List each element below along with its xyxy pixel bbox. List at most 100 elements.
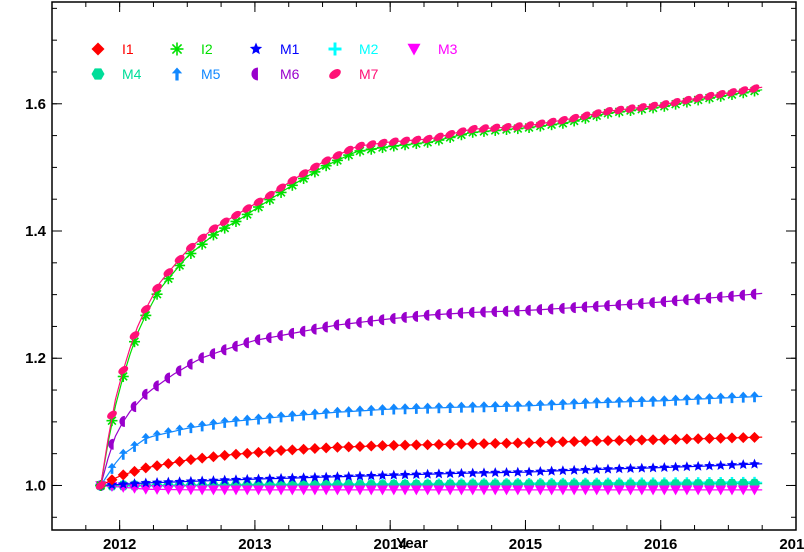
data-point [636, 103, 647, 112]
data-point [377, 138, 388, 148]
data-point [140, 304, 151, 314]
data-point [322, 321, 328, 333]
data-point [568, 435, 580, 447]
data-point [174, 455, 186, 467]
data-point [501, 437, 513, 449]
data-point [703, 485, 715, 496]
data-point [502, 305, 509, 317]
data-point [489, 437, 501, 449]
data-point [524, 400, 534, 412]
data-point [423, 402, 433, 414]
data-point [207, 485, 219, 496]
data-point [400, 403, 410, 415]
legend-label: M4 [122, 66, 142, 82]
legend-label: I1 [122, 41, 134, 57]
data-point [366, 140, 377, 149]
data-point [107, 462, 117, 474]
x-axis-title: Year [396, 535, 428, 552]
data-point [480, 306, 486, 318]
data-point [546, 465, 557, 476]
data-point [456, 467, 467, 478]
data-point [311, 323, 317, 335]
legend-label: I2 [201, 41, 213, 57]
data-point [388, 485, 400, 496]
data-point [106, 474, 118, 486]
data-point [287, 176, 298, 185]
data-point [367, 315, 373, 327]
y-tick-label: 1.6 [25, 96, 46, 113]
data-point [681, 461, 693, 472]
data-point [647, 462, 659, 473]
data-point [749, 485, 761, 496]
data-point [185, 454, 197, 466]
data-point [219, 485, 231, 496]
series-m7 [95, 84, 763, 490]
data-point [309, 471, 321, 482]
data-point [343, 145, 354, 155]
data-point [196, 475, 208, 486]
data-point [658, 485, 670, 496]
data-point [309, 162, 320, 172]
data-point [468, 306, 475, 318]
data-point [377, 470, 388, 480]
data-point [333, 319, 340, 331]
data-point [209, 418, 218, 430]
data-point [749, 431, 761, 443]
data-point [108, 438, 114, 450]
data-point [569, 113, 580, 123]
data-point [626, 396, 635, 408]
data-point [501, 122, 512, 132]
data-point [163, 268, 174, 277]
data-point [332, 151, 343, 160]
data-point [231, 210, 241, 220]
data-point [241, 485, 253, 496]
data-point [692, 433, 704, 445]
data-point [636, 462, 648, 473]
data-point [602, 463, 614, 474]
data-point [738, 459, 749, 470]
data-point [288, 327, 294, 339]
data-point [613, 434, 625, 446]
data-point [625, 485, 637, 496]
data-point [512, 437, 524, 449]
data-point [682, 394, 692, 406]
data-point [750, 288, 757, 300]
data-point [298, 472, 309, 483]
data-point [683, 294, 689, 306]
data-point [389, 403, 399, 415]
x-tick-label: 2017 [779, 536, 804, 552]
data-point [626, 298, 633, 310]
data-point [411, 402, 421, 414]
data-point [118, 448, 128, 460]
data-point [411, 135, 422, 145]
data-point [343, 441, 355, 453]
data-point [230, 474, 242, 485]
data-point [310, 408, 320, 420]
data-point [557, 465, 569, 476]
series-i1 [95, 431, 763, 491]
data-point [457, 307, 464, 319]
data-point [726, 459, 738, 470]
data-point [162, 485, 174, 496]
data-point [568, 464, 580, 475]
data-point [331, 441, 343, 453]
data-point [547, 399, 557, 411]
data-point [95, 481, 106, 490]
data-point [647, 434, 659, 446]
data-point [174, 476, 185, 487]
data-point [704, 460, 715, 471]
data-point [299, 409, 309, 421]
data-point [692, 485, 704, 496]
legend-marker [407, 43, 421, 56]
x-tick-label: 2016 [644, 536, 677, 552]
data-point [140, 477, 152, 488]
data-point [591, 463, 602, 474]
data-point [140, 462, 152, 474]
data-point [287, 410, 297, 422]
data-point [445, 129, 456, 139]
data-point [265, 332, 272, 344]
data-point [422, 439, 434, 451]
data-point [546, 485, 558, 496]
data-point [186, 422, 196, 434]
data-point [377, 440, 389, 452]
